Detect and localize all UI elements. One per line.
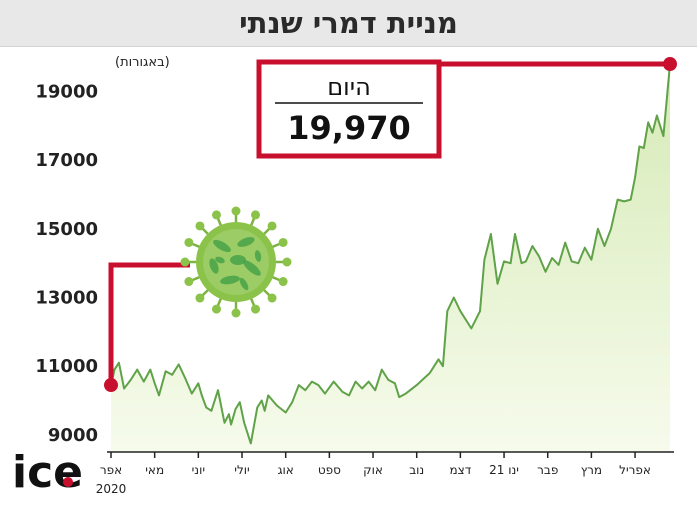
x-tick-label: יולי bbox=[234, 463, 249, 477]
x-tick-label: אפר bbox=[100, 463, 122, 477]
x-tick-label: דצמ bbox=[449, 463, 471, 477]
y-tick-label: 15000 bbox=[35, 219, 98, 240]
ice-logo: ice bbox=[12, 447, 83, 498]
x-tick-year-label: 2020 bbox=[96, 482, 127, 496]
y-tick-label: 11000 bbox=[35, 356, 98, 377]
area-layer bbox=[110, 63, 671, 452]
x-tick-label: ספט bbox=[318, 463, 341, 477]
x-tick-label: ינו 21 bbox=[489, 463, 519, 477]
y-tick-label: 9000 bbox=[48, 425, 98, 446]
x-axis: אפר 2020 מאי יוני יולי אוג ספט אוק נוב דצמ ינו 21 פ… bbox=[96, 451, 674, 496]
x-tick-label: פבר bbox=[537, 463, 558, 477]
price-area bbox=[111, 64, 670, 452]
ice-logo-dot bbox=[63, 477, 73, 487]
coronavirus-icon bbox=[180, 206, 292, 318]
today-callout-value: 19,970 bbox=[287, 109, 410, 147]
y-axis-unit-label: (באגורות) bbox=[115, 55, 170, 70]
price-line bbox=[110, 63, 671, 445]
title-bar: מניית דמרי שנתי bbox=[0, 0, 697, 47]
x-tick-label: אפריל bbox=[619, 463, 651, 477]
x-tick-label: אוג bbox=[278, 463, 294, 477]
y-axis-ticks: 9000 11000 13000 15000 17000 19000 bbox=[35, 82, 98, 446]
x-tick-label: מאי bbox=[145, 463, 164, 477]
today-callout-label: היום bbox=[327, 73, 371, 101]
x-tick-label: נוב bbox=[409, 463, 424, 477]
covid-connector-line bbox=[108, 262, 190, 386]
x-tick-label: יוני bbox=[192, 463, 205, 477]
y-tick-label: 17000 bbox=[35, 150, 98, 171]
y-tick-label: 19000 bbox=[35, 82, 98, 103]
today-callout: היום 19,970 bbox=[256, 59, 442, 159]
x-tick-label: אוק bbox=[363, 463, 383, 477]
today-marker bbox=[663, 57, 677, 72]
today-callout-box bbox=[256, 59, 442, 159]
ice-logo-text: ice bbox=[12, 447, 83, 498]
y-tick-label: 13000 bbox=[35, 288, 98, 309]
start-marker bbox=[104, 378, 118, 393]
x-tick-label: מרץ bbox=[581, 463, 602, 477]
chart-title: מניית דמרי שנתי bbox=[239, 6, 458, 40]
